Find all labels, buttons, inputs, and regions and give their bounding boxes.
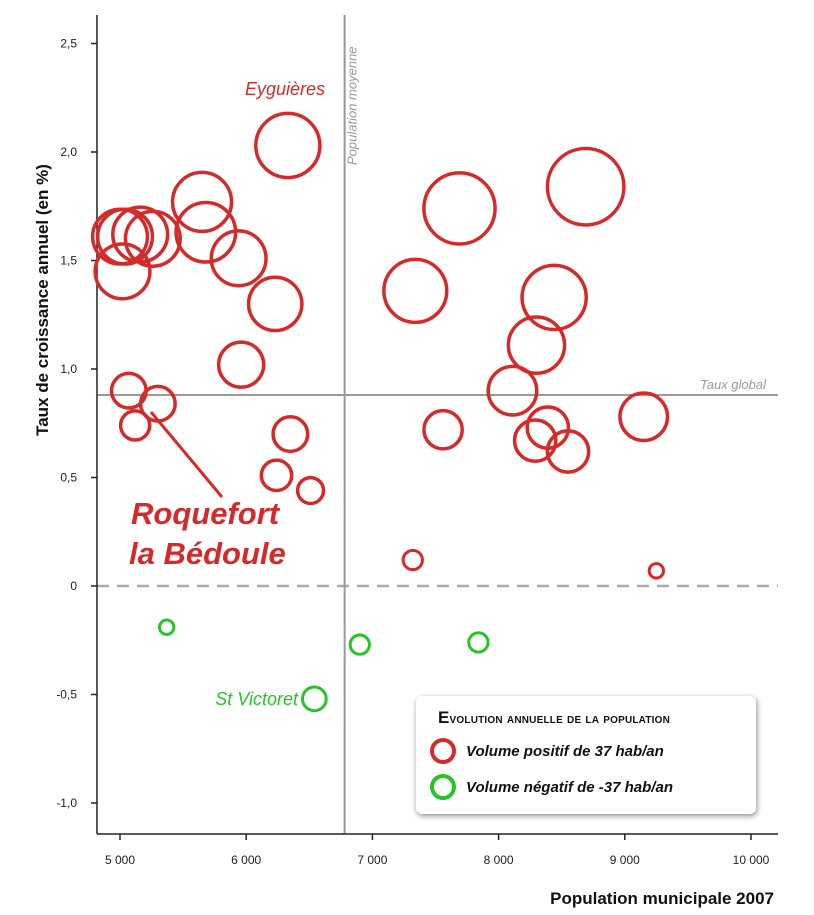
x-tick-label: 9 000 — [610, 853, 640, 867]
positive-bubble — [254, 111, 322, 180]
y-tick-label: 2,0 — [60, 145, 77, 159]
positive-bubble — [118, 409, 152, 442]
positive-bubble — [246, 275, 304, 333]
positive-bubble — [259, 458, 294, 493]
positive-bubble — [506, 315, 567, 375]
positive-bubble — [216, 340, 266, 389]
legend-label-negative: Volume négatif de -37 hab/an — [466, 778, 673, 796]
positive-bubble — [382, 257, 449, 325]
x-tick-label: 6 000 — [231, 853, 261, 867]
positive-bubble — [123, 209, 182, 268]
x-tick-label: 7 000 — [357, 853, 387, 867]
population-moyenne-label: Population moyenne — [345, 46, 360, 165]
positive-bubble — [93, 242, 152, 301]
positive-bubble — [271, 415, 310, 454]
positive-bubble — [422, 171, 497, 246]
negative-bubble — [348, 633, 371, 656]
positive-circle-icon — [430, 738, 456, 764]
x-axis-title: Population municipale 2007 — [550, 889, 774, 908]
positive-bubble — [422, 408, 464, 451]
x-tick-label: 8 000 — [484, 853, 514, 867]
positive-bubble — [545, 146, 626, 227]
y-tick-label: 0,5 — [60, 471, 77, 485]
positive-bubble — [401, 548, 424, 572]
y-tick-label: -0,5 — [56, 688, 77, 702]
negative-bubble — [300, 685, 328, 713]
positive-bubble — [170, 170, 234, 234]
y-tick-label: 1,0 — [60, 362, 77, 376]
taux-global-label: Taux global — [700, 377, 767, 392]
y-tick-label: 1,5 — [60, 254, 77, 268]
legend-item-positive: Volume positif de 37 hab/an — [430, 738, 742, 764]
x-tick-label: 5 000 — [105, 853, 135, 867]
positive-bubble — [512, 418, 558, 463]
positive-bubble — [618, 391, 670, 443]
positive-bubble — [295, 475, 326, 506]
y-tick-label: -1,0 — [56, 796, 77, 810]
annotation-eyguieres: Eyguières — [245, 79, 325, 99]
roquefort-pointer-line — [149, 411, 224, 498]
y-tick-label: 0 — [70, 579, 77, 593]
positive-bubble — [486, 364, 539, 417]
y-axis-title: Taux de croissance annuel (en %) — [33, 164, 52, 436]
positive-bubble — [647, 562, 666, 580]
positive-bubble — [520, 263, 588, 332]
positive-bubble — [209, 229, 268, 288]
y-tick-label: 2,5 — [60, 37, 77, 51]
legend-label-positive: Volume positif de 37 hab/an — [466, 742, 664, 760]
annotation-roquefort: Roquefort — [131, 496, 281, 531]
positive-bubble — [545, 429, 591, 474]
annotation-st-victoret: St Victoret — [215, 689, 299, 709]
positive-bubble — [95, 207, 155, 266]
x-tick-label: 10 000 — [733, 853, 770, 867]
negative-circle-icon — [430, 774, 456, 800]
annotation-la-bedoule: la Bédoule — [129, 536, 286, 571]
legend: Evolution annuelle de la population Volu… — [416, 696, 756, 814]
negative-bubble — [158, 618, 176, 636]
negative-bubble — [467, 631, 490, 654]
legend-item-negative: Volume négatif de -37 hab/an — [430, 774, 742, 800]
legend-title: Evolution annuelle de la population — [438, 708, 671, 727]
